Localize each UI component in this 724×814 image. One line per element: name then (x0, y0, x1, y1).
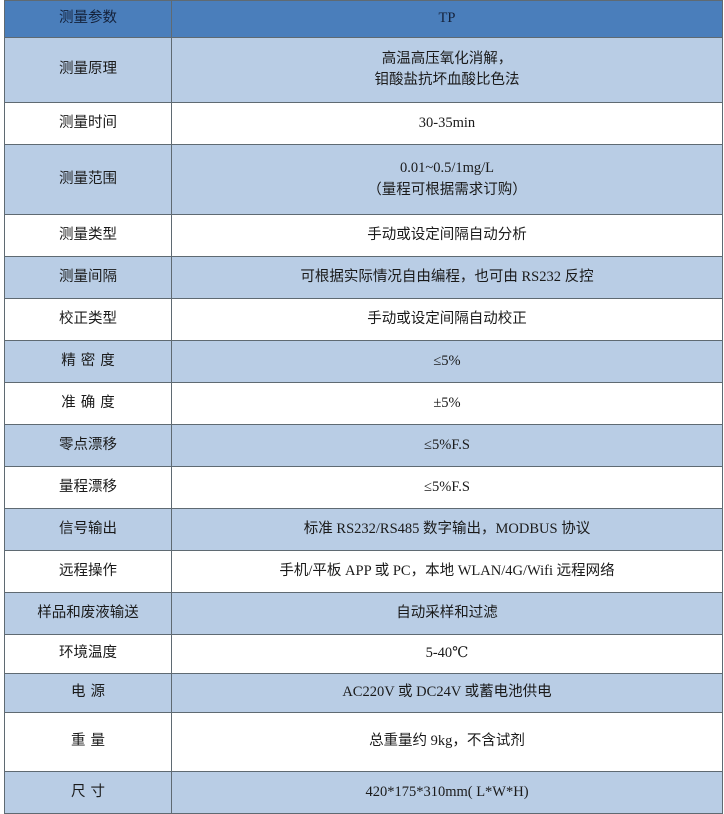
table-header-row: 测量参数 TP (4, 0, 723, 38)
parameter-cell: 测量范围 (4, 144, 172, 215)
value-cell: 420*175*310mm( L*W*H) (171, 771, 723, 814)
value-line: 手机/平板 APP 或 PC，本地 WLAN/4G/Wifi 远程网络 (279, 562, 615, 579)
table-row: 样品和废液输送 自动采样和过滤 (4, 592, 723, 635)
parameter-cell: 重量 (4, 712, 172, 772)
table-row: 测量原理 高温高压氧化消解， 钼酸盐抗坏血酸比色法 (4, 37, 723, 103)
table-row: 量程漂移 ≤5%F.S (4, 466, 723, 509)
value-cell: ≤5%F.S (171, 424, 723, 467)
table-row: 精密度 ≤5% (4, 340, 723, 383)
value-line: 总重量约 9kg，不含试剂 (369, 733, 525, 750)
value-cell: 5-40℃ (171, 634, 723, 674)
parameter-cell: 零点漂移 (4, 424, 172, 467)
table-row: 环境温度 5-40℃ (4, 634, 723, 674)
header-cell-value: TP (171, 0, 723, 38)
table-row: 尺寸 420*175*310mm( L*W*H) (4, 771, 723, 814)
table-row: 信号输出 标准 RS232/RS485 数字输出，MODBUS 协议 (4, 508, 723, 551)
value-cell: 手动或设定间隔自动校正 (171, 298, 723, 341)
table-row: 测量时间 30-35min (4, 102, 723, 145)
value-line: 手动或设定间隔自动校正 (367, 310, 527, 327)
parameter-cell: 尺寸 (4, 771, 172, 814)
value-cell: 0.01~0.5/1mg/L （量程可根据需求订购） (171, 144, 723, 215)
table-row: 测量间隔 可根据实际情况自由编程，也可由 RS232 反控 (4, 256, 723, 299)
value-line: ±5% (433, 394, 461, 411)
value-line: 自动采样和过滤 (396, 604, 498, 621)
value-cell: 手动或设定间隔自动分析 (171, 214, 723, 257)
value-cell: 高温高压氧化消解， 钼酸盐抗坏血酸比色法 (171, 37, 723, 103)
table-row: 测量类型 手动或设定间隔自动分析 (4, 214, 723, 257)
value-cell: 30-35min (171, 102, 723, 145)
value-cell: 手机/平板 APP 或 PC，本地 WLAN/4G/Wifi 远程网络 (171, 550, 723, 593)
parameter-cell: 信号输出 (4, 508, 172, 551)
table-row: 电源 AC220V 或 DC24V 或蓄电池供电 (4, 673, 723, 713)
value-cell: 总重量约 9kg，不含试剂 (171, 712, 723, 772)
table-body: 测量参数 TP 测量原理 高温高压氧化消解， 钼酸盐抗坏血酸比色法测量时间 30-35… (4, 0, 723, 814)
value-line: 手动或设定间隔自动分析 (367, 226, 527, 243)
value-cell: ±5% (171, 382, 723, 425)
table-row: 重量 总重量约 9kg，不含试剂 (4, 712, 723, 772)
value-line: 5-40℃ (425, 645, 469, 662)
value-cell: ≤5% (171, 340, 723, 383)
value-line: 30-35min (418, 114, 476, 131)
value-line: （量程可根据需求订购） (367, 181, 527, 198)
parameter-cell: 量程漂移 (4, 466, 172, 509)
value-line: AC220V 或 DC24V 或蓄电池供电 (342, 684, 552, 701)
parameter-cell: 测量时间 (4, 102, 172, 145)
value-line: ≤5%F.S (424, 436, 470, 453)
value-cell: 自动采样和过滤 (171, 592, 723, 635)
table-row: 远程操作 手机/平板 APP 或 PC，本地 WLAN/4G/Wifi 远程网络 (4, 550, 723, 593)
table-row: 测量范围 0.01~0.5/1mg/L （量程可根据需求订购） (4, 144, 723, 215)
value-line: 钼酸盐抗坏血酸比色法 (374, 72, 520, 88)
parameter-cell: 准确度 (4, 382, 172, 425)
value-line: 可根据实际情况自由编程，也可由 RS232 反控 (300, 268, 594, 285)
value-line: 0.01~0.5/1mg/L (399, 160, 495, 177)
parameter-cell: 环境温度 (4, 634, 172, 674)
value-cell: AC220V 或 DC24V 或蓄电池供电 (171, 673, 723, 713)
parameter-cell: 远程操作 (4, 550, 172, 593)
value-line: 420*175*310mm( L*W*H) (365, 783, 529, 800)
table-row: 零点漂移 ≤5%F.S (4, 424, 723, 467)
table-row: 准确度 ±5% (4, 382, 723, 425)
value-cell: 可根据实际情况自由编程，也可由 RS232 反控 (171, 256, 723, 299)
parameter-cell: 测量间隔 (4, 256, 172, 299)
parameter-cell: 样品和废液输送 (4, 592, 172, 635)
value-line: 标准 RS232/RS485 数字输出，MODBUS 协议 (303, 520, 591, 537)
header-cell-parameter: 测量参数 (4, 0, 172, 38)
value-cell: 标准 RS232/RS485 数字输出，MODBUS 协议 (171, 508, 723, 551)
parameter-cell: 电源 (4, 673, 172, 713)
parameter-cell: 精密度 (4, 340, 172, 383)
value-cell: ≤5%F.S (171, 466, 723, 509)
specification-table: 测量参数 TP 测量原理 高温高压氧化消解， 钼酸盐抗坏血酸比色法测量时间 30-35… (4, 0, 723, 814)
value-line: 高温高压氧化消解， (381, 50, 513, 67)
parameter-cell: 测量原理 (4, 37, 172, 103)
value-line: ≤5%F.S (424, 478, 470, 495)
parameter-cell: 测量类型 (4, 214, 172, 257)
parameter-cell: 校正类型 (4, 298, 172, 341)
value-line: ≤5% (433, 352, 461, 369)
table-row: 校正类型 手动或设定间隔自动校正 (4, 298, 723, 341)
